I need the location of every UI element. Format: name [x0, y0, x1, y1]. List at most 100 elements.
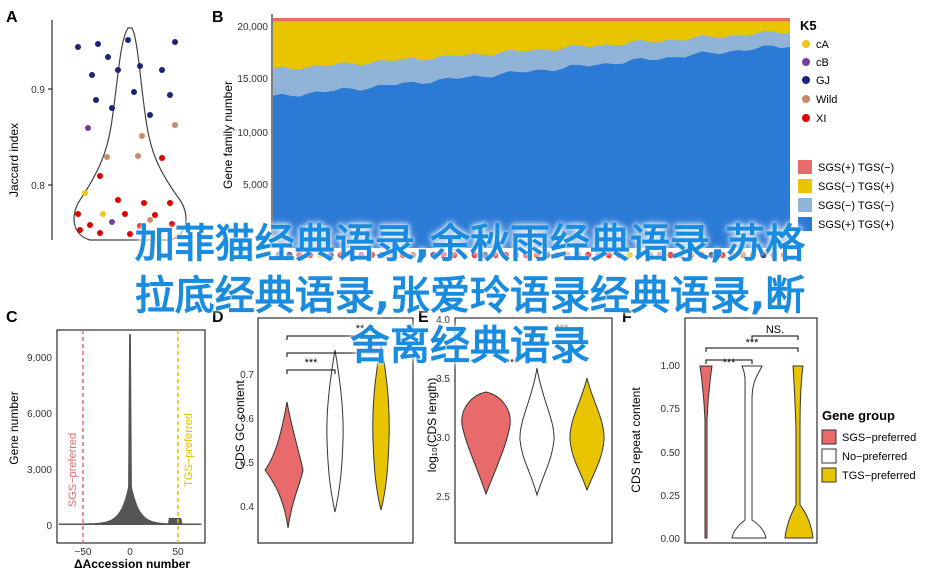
- panel-c-ytick-3000: 3,000: [27, 465, 52, 476]
- accession-dot: [605, 251, 612, 259]
- jaccard-point: [152, 212, 158, 218]
- panel-d-ytick-05: 0.5: [240, 458, 254, 469]
- panel-c-frame: [56, 329, 206, 544]
- panel-a-letter: A: [6, 9, 18, 26]
- panel-c-letter: C: [6, 309, 18, 326]
- accession-dot: [729, 251, 736, 259]
- violin-f-tgs: [784, 365, 814, 539]
- violin-f-sgs: [699, 365, 713, 539]
- jaccard-point: [97, 173, 103, 179]
- overlay-line-3: 舍离经典语录: [350, 323, 590, 369]
- jaccard-point: [169, 221, 175, 227]
- panel-b-ytick-5000: 5,000: [243, 180, 268, 191]
- panel-c-histogram: [58, 334, 202, 525]
- violin-d-sgs: [264, 401, 304, 529]
- panel-b-ylabel: Gene family number: [221, 81, 235, 189]
- violin-d-no: [326, 349, 344, 513]
- jaccard-point: [159, 67, 165, 73]
- panel-a-ytick-09: 0.9: [31, 85, 45, 96]
- gene-group-label-tgs: TGS−preferred: [842, 470, 916, 482]
- jaccard-point: [137, 223, 143, 229]
- accession-dot: [626, 251, 633, 259]
- panel-f-ytick-000: 0.00: [661, 534, 681, 545]
- jaccard-point: [147, 217, 153, 223]
- jaccard-point: [172, 122, 178, 128]
- panel-c-xtick-50: 50: [172, 547, 184, 558]
- panel-a-violin: [73, 27, 187, 241]
- accession-dot: [296, 251, 303, 259]
- accession-dot: [677, 251, 685, 259]
- violin-f-no: [731, 365, 767, 539]
- panel-f-ytick-050: 0.50: [661, 448, 681, 459]
- accession-dot: [430, 251, 437, 259]
- sgs-tgs-legend: SGS(+) TGS(−) SGS(−) TGS(+) SGS(−) TGS(−…: [798, 160, 894, 231]
- accession-dot: [420, 251, 427, 259]
- accession-dot: [543, 251, 551, 259]
- gene-group-label-no: No−preferred: [842, 451, 907, 463]
- histogram-area: [58, 334, 202, 525]
- legend-swatch-4: [798, 217, 812, 231]
- legend-label-cb: cB: [816, 57, 829, 69]
- accession-dot: [461, 251, 468, 259]
- accession-dot: [739, 251, 746, 259]
- gene-group-legend: SGS−preferred No−preferred TGS−preferred: [821, 429, 916, 483]
- accession-dot: [574, 251, 582, 259]
- legend-label-wild: Wild: [816, 94, 837, 106]
- legend-label-ca: cA: [816, 39, 830, 51]
- accession-dot: [667, 251, 674, 259]
- accession-dot: [358, 251, 365, 259]
- accession-dot: [347, 251, 355, 259]
- jaccard-point: [95, 41, 101, 47]
- panel-f-frame: [684, 317, 818, 544]
- accession-dot: [275, 251, 283, 259]
- overlay-line-2: 拉底经典语录,张爱玲语录经典语录,断: [134, 273, 806, 319]
- panel-d-frame: [257, 317, 414, 544]
- jaccard-point: [131, 89, 137, 95]
- accession-dot: [471, 251, 478, 259]
- jaccard-point: [85, 125, 91, 131]
- accession-dot: [646, 251, 654, 259]
- jaccard-point: [135, 153, 141, 159]
- panel-d-ylabel: CDS GC content: [233, 380, 247, 470]
- accession-dot: [337, 251, 344, 259]
- violin-d-tgs: [372, 344, 390, 511]
- accession-dot: [615, 251, 623, 259]
- accession-dot: [523, 251, 530, 259]
- accession-dot: [512, 251, 520, 259]
- panel-b-letter: B: [212, 9, 224, 26]
- accession-dot: [409, 251, 417, 259]
- legend-label-1: SGS(+) TGS(−): [818, 162, 894, 174]
- accession-dot: [585, 251, 592, 259]
- legend-dot-xi: [802, 114, 810, 122]
- panel-f-letter: F: [622, 309, 632, 326]
- panel-d-ytick-06: 0.6: [240, 414, 254, 425]
- gene-group-swatch-sgs: [821, 429, 837, 445]
- jaccard-point: [97, 230, 103, 236]
- accession-dot: [657, 251, 664, 259]
- accession-dot: [564, 251, 571, 259]
- accession-dot: [719, 251, 726, 259]
- panel-c-xtick-m50: −50: [75, 547, 92, 558]
- jaccard-point: [89, 72, 95, 78]
- legend-label-4: SGS(+) TGS(+): [818, 219, 894, 231]
- legend-dot-ca: [802, 40, 810, 48]
- panel-d-letter: D: [212, 309, 224, 326]
- jaccard-point: [147, 112, 153, 118]
- panel-b-ytick-10000: 10,000: [237, 128, 268, 139]
- panel-a-ylabel: Jaccard index: [7, 123, 21, 197]
- panel-c-xtick-0: 0: [127, 547, 133, 558]
- panel-f-sig: [705, 335, 799, 364]
- accession-dot: [481, 251, 489, 259]
- accession-dot: [317, 251, 324, 259]
- jaccard-point: [115, 197, 121, 203]
- accession-dot: [688, 251, 695, 259]
- jaccard-point: [109, 105, 115, 111]
- jaccard-point: [75, 211, 81, 217]
- jaccard-point: [75, 44, 81, 50]
- jaccard-point: [159, 155, 165, 161]
- panel-c-ytick-9000: 9,000: [27, 353, 52, 364]
- panel-c-ylabel: Gene number: [7, 391, 21, 464]
- jaccard-point: [93, 97, 99, 103]
- accession-dot: [378, 251, 386, 259]
